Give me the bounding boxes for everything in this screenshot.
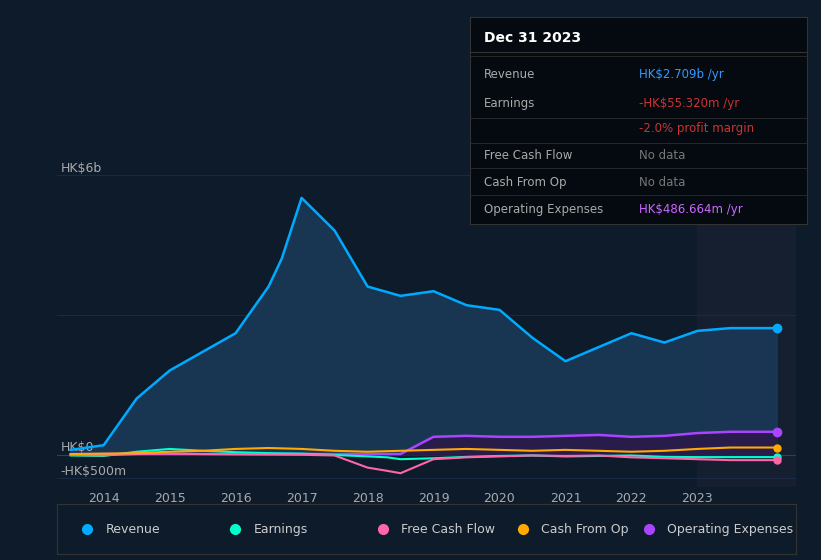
Text: Earnings: Earnings bbox=[254, 522, 308, 536]
Text: -HK$55.320m /yr: -HK$55.320m /yr bbox=[639, 97, 739, 110]
Text: No data: No data bbox=[639, 149, 685, 162]
Text: Dec 31 2023: Dec 31 2023 bbox=[484, 31, 581, 45]
Text: No data: No data bbox=[639, 176, 685, 189]
Bar bbox=[697, 151, 796, 487]
Text: Revenue: Revenue bbox=[484, 68, 535, 81]
Text: Free Cash Flow: Free Cash Flow bbox=[401, 522, 495, 536]
Text: HK$2.709b /yr: HK$2.709b /yr bbox=[639, 68, 723, 81]
Text: HK$0: HK$0 bbox=[61, 441, 94, 455]
Text: HK$486.664m /yr: HK$486.664m /yr bbox=[639, 203, 742, 216]
Text: -2.0% profit margin: -2.0% profit margin bbox=[639, 122, 754, 135]
Text: Operating Expenses: Operating Expenses bbox=[484, 203, 603, 216]
Text: Revenue: Revenue bbox=[106, 522, 160, 536]
Text: HK$6b: HK$6b bbox=[61, 161, 102, 175]
Text: Operating Expenses: Operating Expenses bbox=[667, 522, 793, 536]
Text: Cash From Op: Cash From Op bbox=[542, 522, 629, 536]
Text: Earnings: Earnings bbox=[484, 97, 535, 110]
Text: Cash From Op: Cash From Op bbox=[484, 176, 566, 189]
Text: -HK$500m: -HK$500m bbox=[61, 465, 127, 478]
Text: Free Cash Flow: Free Cash Flow bbox=[484, 149, 572, 162]
